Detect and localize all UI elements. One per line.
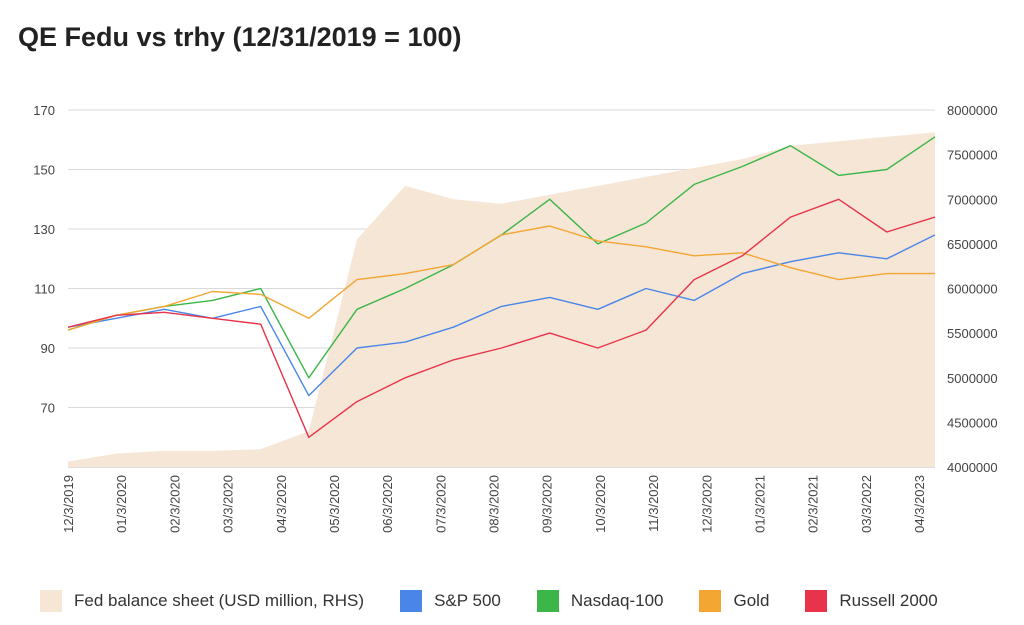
left-tick-label: 70 (41, 401, 55, 416)
legend-item-nasdaq: Nasdaq-100 (536, 590, 664, 612)
fed-balance-sheet-area (68, 132, 935, 468)
left-tick-label: 90 (41, 341, 55, 356)
right-axis-ticks: 4000000 4500000 5000000 5500000 6000000 65000… (947, 103, 998, 475)
legend-swatch-nasdaq (536, 590, 559, 612)
x-axis-ticks: 12/3/2019 01/3/2020 02/3/2020 03/3/2020 04/3… (61, 475, 927, 533)
left-axis-ticks: 70 90 110 130 150 170 (33, 103, 55, 416)
x-tick-label: 11/3/2020 (646, 475, 661, 532)
series-line-russell (67, 198, 936, 438)
x-tick-label: 09/3/2020 (540, 475, 555, 533)
fed-balance-area (68, 132, 935, 468)
x-tick-label: 07/3/2020 (433, 475, 448, 533)
x-tick-label: 03/3/2022 (859, 475, 874, 533)
legend-label-gold: Gold (733, 591, 770, 610)
right-tick-label: 8000000 (947, 103, 998, 118)
series-lines (67, 136, 936, 438)
legend-item-sp500: S&P 500 (400, 590, 501, 612)
x-tick-label: 01/3/2021 (752, 475, 767, 533)
right-tick-label: 4500000 (947, 415, 998, 430)
legend: Fed balance sheet (USD million, RHS) S&P… (40, 590, 974, 612)
legend-item-russell: Russell 2000 (805, 590, 938, 612)
legend-swatch-russell (805, 590, 828, 612)
x-tick-label: 04/3/2020 (274, 475, 289, 533)
left-tick-label: 170 (33, 103, 55, 118)
x-tick-label: 06/3/2020 (380, 475, 395, 533)
right-tick-label: 7500000 (947, 148, 998, 163)
right-tick-label: 7000000 (947, 192, 998, 207)
legend-swatch-fed (40, 590, 62, 612)
right-tick-label: 6500000 (947, 237, 998, 252)
right-tick-label: 6000000 (947, 282, 998, 297)
series-line-gold (67, 225, 935, 331)
right-tick-label: 4000000 (947, 460, 998, 475)
chart-title: QE Fedu vs trhy (12/31/2019 = 100) (18, 22, 462, 52)
left-tick-label: 150 (33, 163, 55, 178)
right-tick-label: 5000000 (947, 371, 998, 386)
x-tick-label: 08/3/2020 (487, 475, 502, 533)
legend-label-russell: Russell 2000 (839, 591, 938, 610)
legend-item-gold: Gold (699, 590, 769, 612)
legend-swatch-gold (699, 590, 722, 612)
chart-canvas: 70 90 110 130 150 170 4000000 4500000 5000000 55… (33, 103, 998, 533)
x-tick-label: 10/3/2020 (593, 475, 608, 533)
x-tick-label: 02/3/2021 (806, 475, 821, 533)
x-tick-label: 02/3/2020 (167, 475, 182, 533)
right-tick-label: 5500000 (947, 326, 998, 341)
left-tick-label: 130 (33, 222, 55, 237)
x-tick-label: 05/3/2020 (327, 475, 342, 533)
x-tick-label: 12/3/2019 (61, 475, 76, 533)
legend-swatch-sp500 (400, 590, 423, 612)
legend-item-fed: Fed balance sheet (USD million, RHS) (40, 590, 364, 612)
x-tick-label: 04/3/2023 (912, 475, 927, 533)
legend-label-sp500: S&P 500 (434, 591, 501, 610)
x-tick-label: 12/3/2020 (699, 475, 714, 533)
legend-label-fed: Fed balance sheet (USD million, RHS) (74, 591, 365, 610)
left-tick-label: 110 (34, 282, 55, 297)
legend-label-nasdaq: Nasdaq-100 (570, 591, 664, 610)
x-tick-label: 03/3/2020 (221, 475, 236, 533)
x-tick-label: 01/3/2020 (114, 475, 129, 533)
